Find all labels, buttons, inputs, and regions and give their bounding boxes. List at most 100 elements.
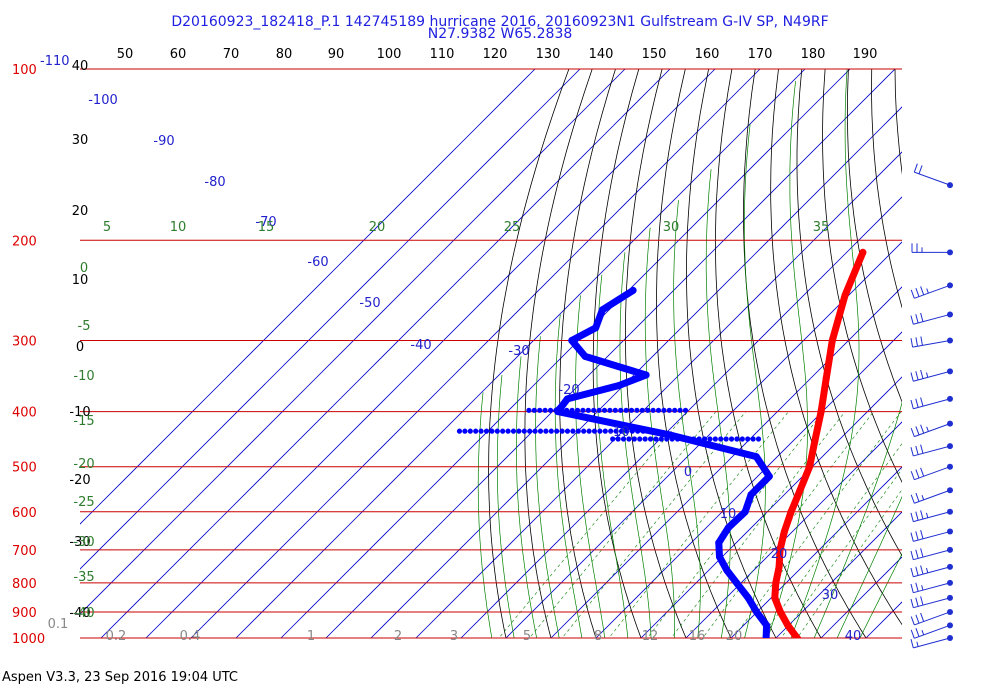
dewpoint-point bbox=[674, 436, 681, 442]
dewpoint-point bbox=[623, 407, 629, 413]
wind-barb-flag bbox=[910, 447, 914, 457]
left-axis-label: -20 bbox=[69, 473, 90, 488]
wind-barb-flag bbox=[915, 597, 919, 607]
wind-barb-flag bbox=[920, 596, 924, 606]
dewpoint-point bbox=[672, 407, 678, 413]
isotherm-label: -50 bbox=[359, 296, 380, 311]
isotherm-label: 10 bbox=[720, 507, 737, 522]
dewpoint-point bbox=[723, 566, 731, 574]
top-axis-label: 170 bbox=[748, 47, 773, 62]
wind-barb-flag bbox=[910, 399, 914, 409]
dry-adiabat bbox=[871, 69, 902, 309]
theta-left-label: -25 bbox=[73, 495, 94, 510]
dewpoint-point bbox=[723, 436, 729, 442]
dewpoint-point bbox=[510, 428, 517, 434]
dewpoint-point bbox=[596, 407, 602, 413]
dewpoint-point bbox=[494, 428, 500, 434]
wind-barb-flag bbox=[920, 548, 924, 558]
wind-barb bbox=[910, 546, 953, 561]
dewpoint-point bbox=[629, 428, 635, 434]
wind-barb-flag bbox=[915, 566, 919, 576]
dewpoint-point bbox=[580, 407, 586, 413]
mixing-ratio-line bbox=[647, 411, 824, 638]
dewpoint-point bbox=[682, 407, 689, 413]
left-axis-label: 10 bbox=[72, 273, 89, 288]
isotherm-line bbox=[775, 511, 902, 638]
footer-version: Aspen V3.3, 23 Sep 2016 19:04 UTC bbox=[2, 670, 239, 685]
temperature-point bbox=[796, 486, 804, 494]
wind-barb-flag bbox=[915, 371, 919, 381]
isotherm-label: -10 bbox=[608, 425, 629, 440]
isotherm-line bbox=[370, 106, 902, 638]
theta-label: 25 bbox=[504, 220, 521, 235]
dewpoint-point bbox=[554, 428, 560, 434]
temperature-point bbox=[806, 463, 814, 471]
theta-label: 15 bbox=[258, 220, 275, 235]
wind-barb-flag bbox=[921, 630, 925, 636]
dewpoint-point bbox=[734, 436, 740, 442]
pressure-label: 400 bbox=[12, 406, 37, 421]
mixing-ratio-line bbox=[702, 411, 874, 638]
wind-barb-staff bbox=[913, 531, 951, 542]
theta-label: 35 bbox=[813, 220, 830, 235]
dewpoint-point bbox=[537, 407, 543, 413]
moist-adiabat bbox=[516, 356, 537, 638]
wind-barb-flag bbox=[921, 585, 924, 591]
top-axis-label: 70 bbox=[223, 47, 240, 62]
dewpoint-point bbox=[558, 407, 564, 413]
dewpoint-point bbox=[574, 407, 581, 413]
wind-barb-flag bbox=[926, 288, 929, 294]
wind-barb-flag bbox=[915, 492, 920, 502]
wind-barb-staff bbox=[914, 611, 951, 626]
dewpoint-point bbox=[640, 428, 646, 434]
temperature-point bbox=[817, 408, 825, 416]
dewpoint-point bbox=[563, 395, 571, 403]
wind-barb-flag bbox=[910, 512, 914, 522]
pressure-label: 300 bbox=[12, 334, 37, 349]
wind-barb-staff bbox=[914, 489, 951, 504]
dewpoint-point bbox=[739, 436, 745, 442]
wind-barb-flag bbox=[910, 639, 914, 648]
temperature-point bbox=[822, 375, 830, 383]
dewpoint-point bbox=[620, 436, 627, 442]
dewpoint-point bbox=[645, 428, 652, 434]
theta-left-label: -15 bbox=[73, 414, 94, 429]
dewpoint-point bbox=[635, 428, 641, 434]
wind-barb bbox=[910, 508, 953, 523]
left-axis-label: -10 bbox=[69, 405, 90, 420]
pressure-label: 1000 bbox=[12, 632, 45, 647]
wind-barb-flag bbox=[926, 426, 929, 432]
theta-left-label: -35 bbox=[73, 570, 94, 585]
moist-adiabat bbox=[619, 252, 652, 638]
dewpoint-point bbox=[647, 436, 654, 442]
dewpoint-point bbox=[642, 371, 650, 379]
dewpoint-point bbox=[661, 407, 667, 413]
top-axis-label: 50 bbox=[117, 47, 134, 62]
isotherm-line bbox=[730, 466, 902, 638]
temperature-point bbox=[787, 508, 795, 516]
isotherm-line bbox=[100, 69, 671, 638]
mixing-ratio-line bbox=[608, 411, 789, 638]
dewpoint-point bbox=[639, 407, 645, 413]
moist-adiabat bbox=[477, 392, 493, 638]
isotherm-label: -60 bbox=[307, 255, 328, 270]
wind-barb-staff bbox=[913, 597, 951, 609]
wind-barb-flag bbox=[915, 511, 919, 521]
dewpoint-point bbox=[728, 436, 735, 442]
wind-barb-flag bbox=[910, 315, 914, 325]
theta-label: 30 bbox=[663, 220, 680, 235]
dewpoint-point bbox=[559, 428, 565, 434]
temperature-point bbox=[796, 636, 802, 638]
wind-barb-flag bbox=[910, 616, 915, 626]
dewpoint-point bbox=[747, 491, 755, 499]
mixing-ratio-label: 3 bbox=[450, 629, 458, 644]
dewpoint-point bbox=[745, 436, 751, 442]
dewpoint-point bbox=[715, 539, 723, 547]
isotherm-line bbox=[235, 69, 806, 638]
temperature-point bbox=[951, 218, 957, 224]
wind-barb-flag bbox=[915, 426, 920, 436]
temperature-point bbox=[776, 608, 784, 616]
isotherm-line bbox=[865, 601, 902, 638]
isotherm-line bbox=[415, 151, 902, 638]
wind-barb-flag bbox=[910, 338, 914, 348]
